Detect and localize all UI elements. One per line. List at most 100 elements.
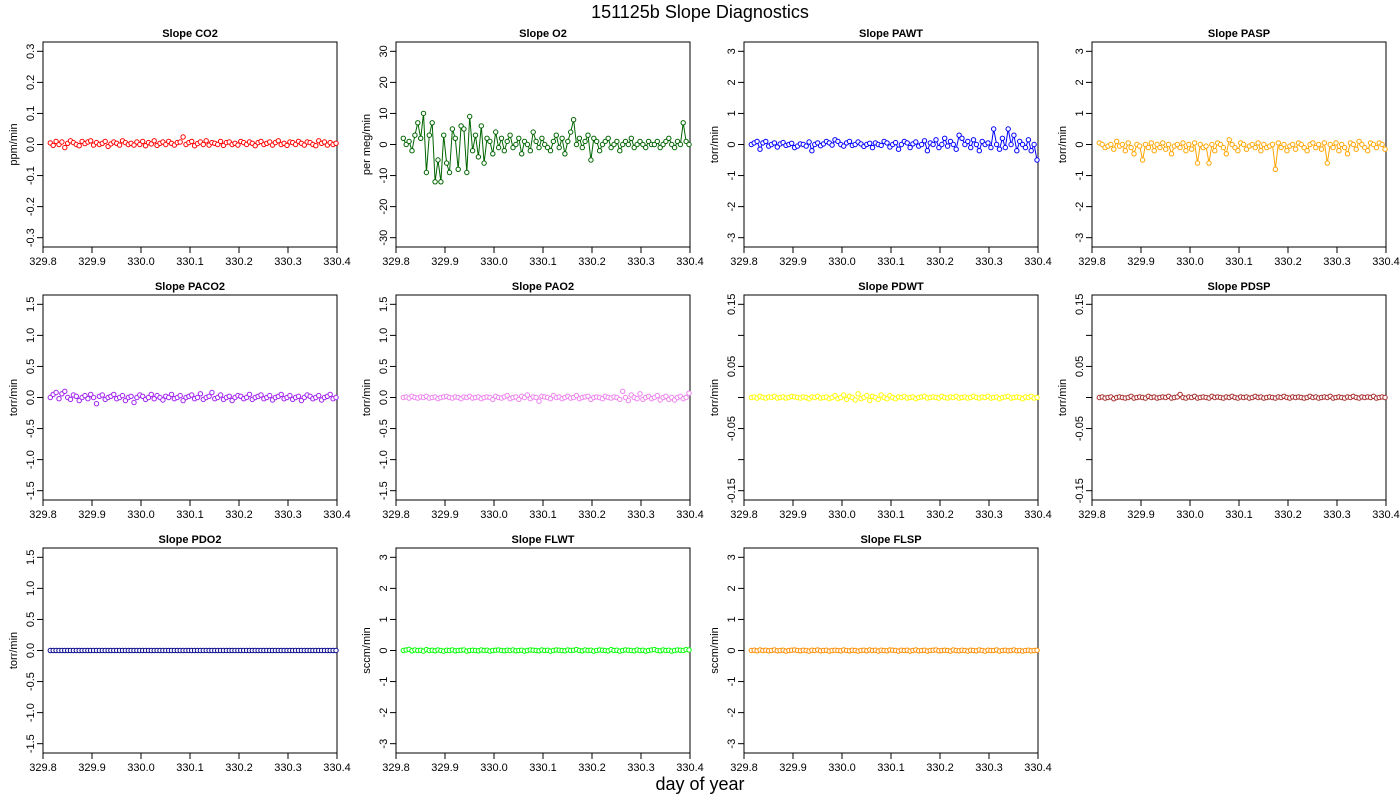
data-point [757, 146, 763, 152]
y-tick-label: -0.2 [25, 197, 37, 216]
x-tick-label: 330.0 [1176, 509, 1204, 521]
data-point [1034, 157, 1040, 163]
data-point [258, 392, 264, 398]
data-point [194, 394, 201, 401]
y-axis-title: torr/min [709, 379, 721, 416]
data-point [570, 117, 577, 123]
data-point [596, 148, 603, 154]
y-tick-label: -0.5 [378, 419, 390, 438]
panel-slope-flsp: Slope FLSP 329.8 329.9 330.0 330.1 330.2 330.3… [709, 534, 1052, 774]
x-axis: 329.8 329.9 330.0 330.1 330.2 330.3 330.4 [1078, 247, 1400, 268]
data-point [1108, 141, 1114, 148]
y-tick-label: 0 [378, 141, 390, 147]
y-tick-label: -0.5 [25, 419, 37, 438]
y-tick-label: -0.1 [25, 166, 37, 185]
data-point [481, 160, 487, 166]
y-tick-label: 0 [1074, 141, 1086, 147]
x-tick-label: 330.3 [274, 509, 302, 521]
data-point [519, 151, 525, 157]
data-point [316, 392, 322, 399]
panel-title: Slope CO2 [162, 28, 218, 40]
y-axis: -0.15 -0.05 0.05 0.15 [726, 294, 744, 503]
x-axis: 329.8 329.9 330.0 330.1 330.2 330.3 330.4 [1078, 500, 1400, 521]
x-tick-label: 329.9 [779, 509, 807, 521]
data-point [478, 123, 484, 129]
data-point [313, 143, 319, 149]
data-series [47, 388, 339, 407]
data-point [869, 144, 876, 151]
data-point [867, 397, 873, 404]
x-tick-label: 330.4 [676, 762, 704, 774]
data-point [1324, 160, 1331, 166]
data-point [1128, 144, 1134, 151]
x-tick-label: 330.0 [828, 762, 856, 774]
y-tick-label: 0 [726, 141, 738, 147]
data-point [878, 142, 884, 149]
x-tick-label: 329.9 [1127, 256, 1155, 268]
data-point [438, 179, 444, 185]
y-tick-label: -0.05 [726, 416, 738, 441]
data-point [452, 135, 458, 142]
data-point [918, 141, 925, 148]
x-tick-label: 330.4 [676, 256, 704, 268]
data-series [47, 134, 339, 151]
data-point [539, 135, 545, 142]
y-tick-label: 1.5 [378, 297, 390, 312]
data-point [1255, 140, 1261, 146]
data-point [62, 144, 68, 151]
data-point [559, 135, 565, 142]
x-tick-label: 330.2 [926, 762, 954, 774]
data-point [217, 392, 224, 398]
data-point [968, 144, 974, 151]
data-point [625, 141, 632, 148]
data-point [1206, 160, 1212, 166]
data-point [99, 392, 106, 398]
y-tick-label: -0.15 [726, 478, 738, 503]
data-point [472, 132, 479, 138]
data-point [913, 139, 919, 145]
y-tick-label: 1.5 [25, 297, 37, 312]
y-tick-label: 3 [378, 554, 390, 560]
x-tick-label: 330.3 [1323, 509, 1351, 521]
y-tick-label: -0.5 [25, 672, 37, 691]
data-point [1163, 146, 1169, 152]
x-tick-label: 329.9 [779, 256, 807, 268]
data-point [806, 139, 812, 145]
data-point [418, 135, 424, 142]
x-tick-label: 330.3 [975, 256, 1003, 268]
data-point [446, 169, 453, 176]
x-axis: 329.8 329.9 330.0 330.1 330.2 330.3 330.4 [730, 500, 1052, 521]
y-tick-label: 1.0 [25, 581, 37, 596]
x-tick-label: 330.1 [877, 256, 905, 268]
x-tick-label: 330.3 [627, 509, 655, 521]
x-tick-label: 330.3 [274, 256, 302, 268]
data-point [209, 389, 215, 396]
data-point [1382, 394, 1388, 401]
data-point [333, 647, 339, 654]
data-point [1223, 151, 1230, 157]
data-point [841, 392, 847, 398]
y-axis-title: sccm/min [709, 627, 721, 673]
data-point [206, 393, 212, 399]
data-point [119, 392, 126, 399]
data-point [965, 138, 971, 145]
y-tick-label: 1.5 [25, 550, 37, 565]
x-tick-label: 330.1 [176, 509, 204, 521]
data-point [884, 140, 890, 146]
y-axis-title: ppm/min [8, 123, 20, 165]
data-point [634, 396, 640, 402]
x-tick-label: 330.1 [529, 256, 557, 268]
data-point [287, 392, 293, 399]
data-point [1189, 146, 1195, 152]
y-tick-label: -20 [378, 199, 390, 215]
data-point [102, 138, 108, 145]
data-point [754, 138, 760, 145]
x-tick-label: 330.3 [627, 256, 655, 268]
data-point [1350, 141, 1357, 148]
data-point [441, 132, 447, 138]
y-axis: -1.5 -1.0 -0.5 0.0 0.5 1.0 1.5 [25, 550, 43, 753]
data-point [1316, 141, 1322, 148]
data-point [67, 396, 74, 403]
data-point [637, 391, 643, 397]
data-point [1034, 394, 1040, 401]
